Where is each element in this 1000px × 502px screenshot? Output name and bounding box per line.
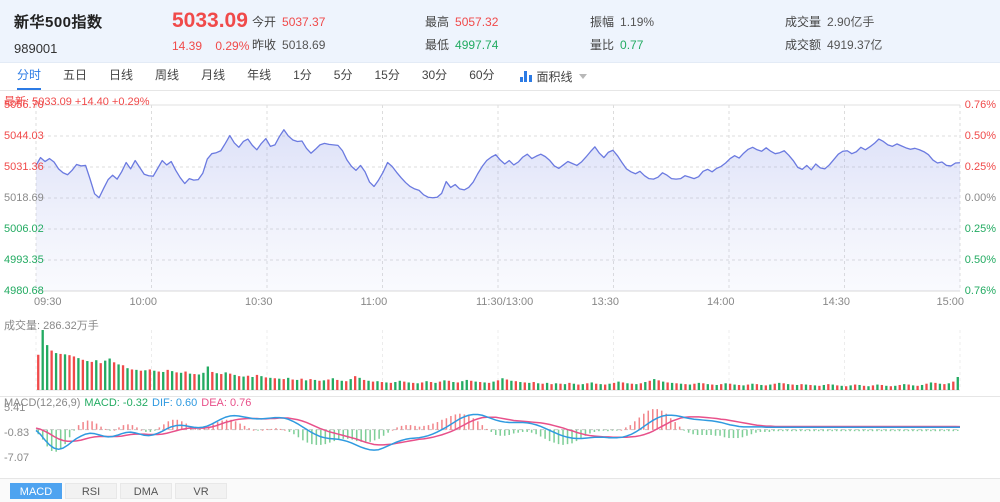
chart-type-label: 面积线	[536, 70, 573, 84]
period-tab-10[interactable]: 60分	[469, 68, 495, 82]
stat-amplitude: 振幅 1.19%	[590, 16, 654, 39]
instrument-name: 新华500指数	[14, 14, 103, 31]
chart-area: 最新: 5033.09 +14.40 +0.29% 成交量: 286.32万手 …	[0, 91, 1000, 502]
macd-panel: MACD(12,26,9) MACD: -0.32 DIF: 0.60 DEA: 0.…	[0, 396, 1000, 478]
stat-high-label: 最高	[425, 15, 450, 29]
period-tab-4[interactable]: 月线	[201, 68, 226, 82]
stat-col-volume-turnover: 成交量 2.90亿手 成交额 4919.37亿	[785, 16, 882, 62]
stat-col-open-prevclose: 今开 5037.37 昨收 5018.69	[252, 16, 325, 62]
indicator-tab-rsi[interactable]: RSI	[65, 482, 117, 499]
stat-volume-ratio-value: 0.77	[620, 38, 644, 52]
stat-prev-close: 昨收 5018.69	[252, 39, 325, 62]
bar-chart-icon	[519, 71, 532, 82]
indicator-tab-bar: MACD RSI DMA VR	[0, 478, 1000, 502]
period-tab-1[interactable]: 五日	[63, 68, 88, 82]
stat-volume: 成交量 2.90亿手	[785, 16, 882, 39]
stat-low-label: 最低	[425, 38, 450, 52]
stat-turnover: 成交额 4919.37亿	[785, 39, 882, 62]
stat-low-value: 4997.74	[455, 38, 499, 52]
stat-turnover-label: 成交额	[785, 38, 822, 52]
stat-prev-close-label: 昨收	[252, 38, 277, 52]
macd-chart-svg	[0, 396, 1000, 452]
stat-turnover-value: 4919.37亿	[827, 38, 883, 52]
stat-volume-label: 成交量	[785, 15, 822, 29]
stat-prev-close-value: 5018.69	[282, 38, 326, 52]
period-tab-0[interactable]: 分时	[17, 63, 42, 90]
period-tab-2[interactable]: 日线	[109, 68, 134, 82]
chevron-down-icon	[578, 74, 587, 79]
volume-panel: 成交量: 286.32万手	[0, 316, 1000, 396]
stat-col-amplitude-ratio: 振幅 1.19% 量比 0.77	[590, 16, 654, 62]
stat-high-value: 5057.32	[455, 15, 499, 29]
quote-header: 新华500指数 989001 5033.09 14.39 0.29% 今开 503…	[0, 0, 1000, 63]
instrument-identity: 新华500指数 989001	[14, 11, 103, 56]
stat-volume-value: 2.90亿手	[827, 15, 875, 29]
stat-open-value: 5037.37	[282, 15, 326, 29]
period-tab-list: 分时 五日 日线 周线 月线 年线 1分 5分 15分 30分 60分 面积线	[0, 63, 1000, 90]
price-change-percent: 0.29%	[215, 39, 250, 53]
period-tab-8[interactable]: 15分	[374, 68, 400, 82]
indicator-tab-dma[interactable]: DMA	[120, 482, 172, 499]
period-tab-7[interactable]: 5分	[333, 68, 353, 82]
stat-amplitude-value: 1.19%	[620, 15, 655, 29]
price-chart-svg	[35, 104, 961, 292]
last-price: 5033.09	[172, 9, 248, 32]
stat-amplitude-label: 振幅	[590, 15, 615, 29]
last-price-block: 5033.09 14.39 0.29%	[172, 9, 259, 53]
period-tab-6[interactable]: 1分	[293, 68, 312, 82]
indicator-tab-macd[interactable]: MACD	[10, 482, 62, 499]
volume-chart-svg	[35, 330, 961, 391]
price-change-block: 14.39 0.29%	[172, 39, 259, 53]
instrument-code: 989001	[14, 41, 58, 56]
stat-volume-ratio: 量比 0.77	[590, 39, 654, 62]
period-tab-5[interactable]: 年线	[247, 68, 272, 82]
chart-type-selector[interactable]: 面积线	[519, 63, 587, 90]
period-tab-3[interactable]: 周线	[155, 68, 180, 82]
stat-col-high-low: 最高 5057.32 最低 4997.74	[425, 16, 498, 62]
period-tab-9[interactable]: 30分	[421, 68, 448, 82]
stat-low: 最低 4997.74	[425, 39, 498, 62]
price-change-absolute: 14.39	[172, 39, 203, 53]
price-panel: 最新: 5033.09 +14.40 +0.29%	[0, 91, 1000, 316]
indicator-tab-vr[interactable]: VR	[175, 482, 227, 499]
stat-volume-ratio-label: 量比	[590, 38, 615, 52]
stat-open: 今开 5037.37	[252, 16, 325, 39]
stat-high: 最高 5057.32	[425, 16, 498, 39]
stat-open-label: 今开	[252, 15, 277, 29]
period-tabbar: 分时 五日 日线 周线 月线 年线 1分 5分 15分 30分 60分 面积线	[0, 63, 1000, 91]
